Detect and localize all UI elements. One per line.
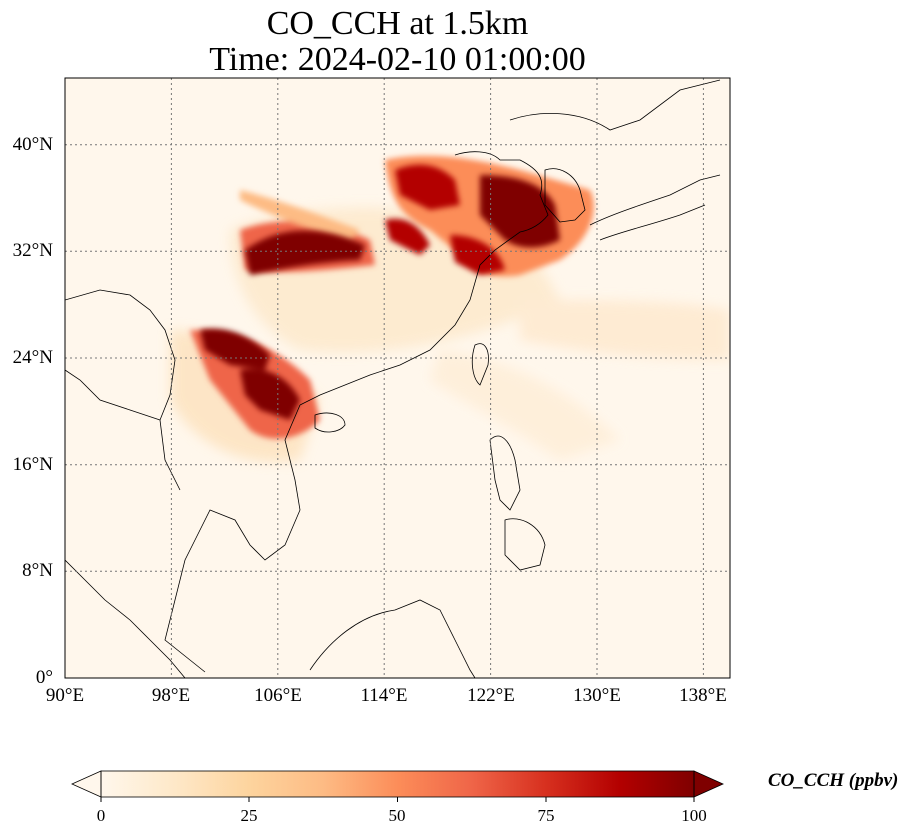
lat-tick: 8°N: [22, 560, 53, 581]
lon-tick: 98°E: [151, 685, 191, 706]
lat-tick: 32°N: [12, 240, 53, 261]
lat-tick: 16°N: [12, 454, 53, 475]
colorbar-extend-low: [71, 770, 102, 798]
lat-tick: 24°N: [12, 347, 53, 368]
colorbar-tick: 50: [388, 806, 406, 825]
lon-tick: 130°E: [573, 685, 621, 706]
lon-tick: 138°E: [679, 685, 727, 706]
colorbar: [71, 770, 724, 802]
colorbar-tick: 25: [240, 806, 258, 825]
colorbar-gradient: [101, 771, 694, 797]
gridlines: [65, 78, 730, 678]
lon-tick: 90°E: [45, 685, 85, 706]
map-title: CO_CCH at 1.5km Time: 2024-02-10 01:00:0…: [65, 6, 730, 78]
lon-tick: 114°E: [360, 685, 408, 706]
colorbar-tick: 0: [96, 806, 106, 825]
title-time: Time: 2024-02-10 01:00:00: [209, 41, 586, 78]
title-variable: CO_CCH at 1.5km: [266, 5, 529, 42]
lat-tick: 0°: [35, 667, 53, 688]
lon-tick: 106°E: [254, 685, 302, 706]
colorbar-tick: 75: [537, 806, 555, 825]
lon-tick: 122°E: [467, 685, 515, 706]
colorbar-label: CO_CCH (ppbv): [768, 770, 899, 791]
colorbar-extend-high: [693, 770, 724, 798]
concentration-field: [170, 155, 730, 462]
colorbar-tick: 100: [681, 806, 707, 825]
lat-tick: 40°N: [12, 134, 53, 155]
map-frame: [64, 77, 731, 679]
